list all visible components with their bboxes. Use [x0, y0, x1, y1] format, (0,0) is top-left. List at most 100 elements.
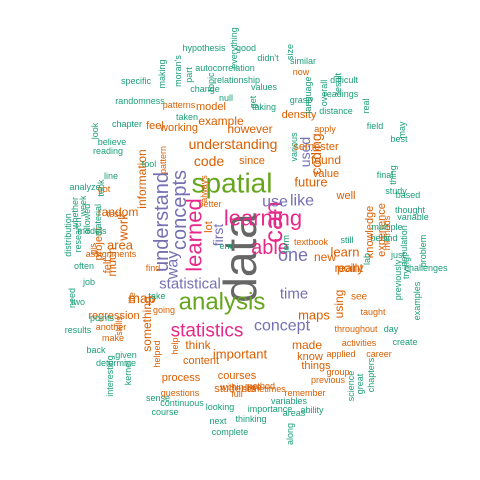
word: another [96, 322, 127, 332]
word: interesting [105, 355, 115, 397]
word: courses [218, 370, 257, 382]
word: part [184, 67, 194, 83]
word: career [366, 349, 392, 359]
word: something [140, 296, 154, 351]
word: language [303, 76, 313, 113]
word: create [392, 337, 417, 347]
word: looking [206, 402, 235, 412]
word: based [396, 190, 421, 200]
word: job [82, 277, 95, 287]
word: previous [311, 375, 346, 385]
word: science [346, 371, 356, 402]
word: reading [93, 146, 123, 156]
word: population [399, 225, 409, 267]
word: better [198, 199, 221, 209]
word: new [314, 250, 336, 264]
word: can [258, 201, 288, 243]
word: great [355, 373, 365, 394]
word: examples [412, 281, 422, 320]
word: group [326, 367, 349, 377]
word: variables [271, 396, 308, 406]
word: autocorrelation [195, 63, 255, 73]
word: example [198, 114, 244, 128]
word: result [333, 73, 343, 96]
word: still [341, 235, 354, 245]
word: however [227, 122, 272, 136]
word: similar [290, 56, 316, 66]
word: distance [319, 106, 353, 116]
word: use [262, 194, 288, 211]
word: kernel [123, 361, 133, 386]
word: project [93, 227, 105, 260]
word: research [73, 217, 83, 252]
word: believe [98, 137, 127, 147]
word: ability [300, 405, 324, 415]
word: applied [326, 349, 355, 359]
word: problem [418, 235, 428, 268]
word: making [157, 59, 167, 88]
word: future [294, 175, 327, 190]
word: questions [161, 388, 200, 398]
word: way [165, 251, 182, 280]
word: always [199, 175, 209, 203]
word: change [190, 84, 220, 94]
word: next [209, 416, 227, 426]
word: felt [102, 259, 114, 274]
word: taken [176, 112, 198, 122]
word: analysis [179, 289, 266, 316]
word: thinking [235, 414, 266, 424]
word: working [159, 122, 198, 134]
word: get [248, 95, 258, 108]
word: chapters [366, 357, 376, 392]
word: helped [152, 340, 162, 367]
word: regression [88, 310, 139, 322]
word: learn [331, 245, 360, 260]
word: random [98, 205, 139, 219]
word: given [115, 350, 137, 360]
word: textbook [294, 237, 329, 247]
word: often [74, 261, 94, 271]
word: know [297, 351, 323, 363]
word: material [93, 204, 103, 236]
word: back [86, 345, 106, 355]
word: value [313, 168, 339, 180]
word: point [337, 261, 364, 275]
word: pattern [158, 146, 168, 174]
word: much [105, 247, 119, 276]
word: learning [224, 206, 302, 231]
word: like [290, 193, 314, 210]
word: assignments [86, 249, 137, 259]
word: taught [360, 307, 386, 317]
word: hypothesis [182, 43, 226, 53]
word: importance [248, 404, 293, 414]
word: previously [393, 259, 403, 300]
word: chapter [112, 119, 142, 129]
word: information [135, 149, 149, 208]
word: null [219, 93, 233, 103]
word: one [278, 245, 308, 265]
word: behind [370, 233, 397, 243]
word: coding [308, 133, 324, 174]
word: model [196, 101, 226, 113]
word: values [251, 82, 278, 92]
word: gis [88, 243, 98, 255]
word: see [351, 292, 368, 303]
word: may [397, 121, 407, 139]
word: just [390, 250, 406, 260]
word: really [335, 261, 364, 275]
word: final [377, 170, 394, 180]
word: models [77, 226, 107, 236]
word: tool [142, 159, 157, 169]
word: topic [206, 72, 216, 92]
word: understanding [189, 136, 278, 152]
word: day [384, 324, 399, 334]
word: randomness [115, 96, 165, 106]
word: lot [203, 221, 215, 233]
word: spatial [192, 168, 273, 199]
word: two [71, 297, 85, 307]
word: now [293, 67, 310, 77]
word: difficult [330, 75, 358, 85]
word: specific [121, 76, 152, 86]
word: time [280, 286, 308, 303]
word: process [162, 372, 201, 384]
